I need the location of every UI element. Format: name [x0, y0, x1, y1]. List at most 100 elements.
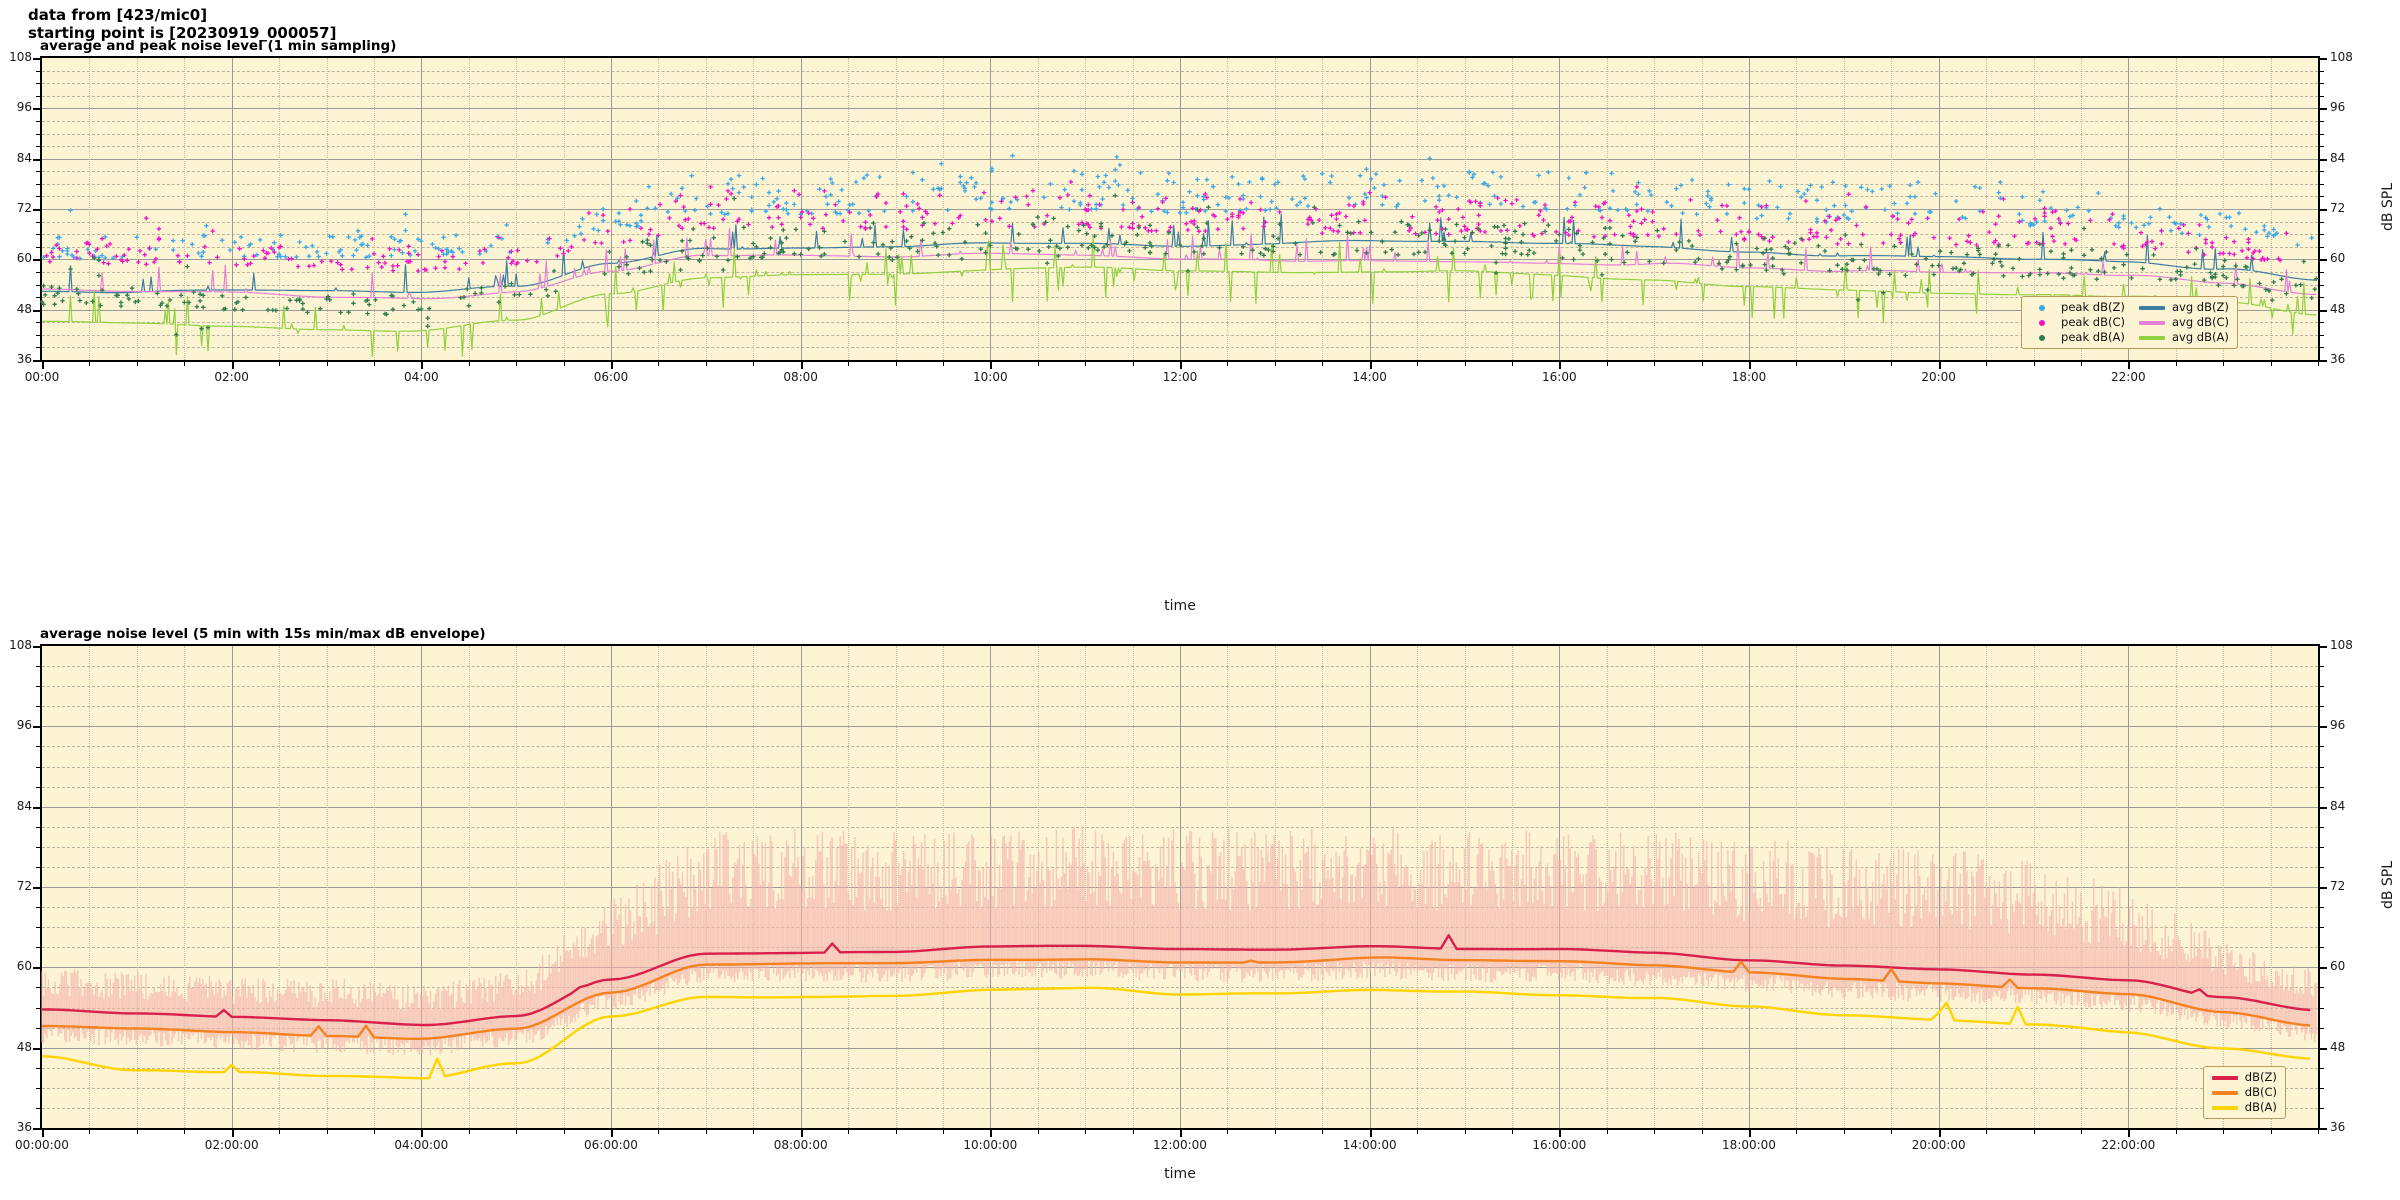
y-axis-tickmark-minor: [36, 196, 40, 197]
legend-item[interactable]: avg dB(A): [2138, 331, 2229, 344]
x-axis-tickmark-minor: [1417, 1130, 1418, 1134]
y-axis-tickmark-minor: [36, 96, 40, 97]
legend-item[interactable]: peak dB(C): [2030, 316, 2125, 329]
x-axis-tickmark: [232, 1130, 234, 1137]
x-axis-tickmark-minor: [374, 362, 375, 366]
x-axis-tickmark-minor: [469, 1130, 470, 1134]
x-axis-tickmark-minor: [1796, 1130, 1797, 1134]
legend-dot-icon: [2039, 319, 2046, 326]
x-axis-tick-label: 00:00: [24, 370, 60, 384]
y-axis-tickmark-minor: [2320, 1008, 2324, 1009]
y-axis-tick-label-right: 72: [2330, 879, 2346, 893]
x-axis-tickmark-minor: [279, 1130, 280, 1134]
y-axis-tickmark-minor: [36, 746, 40, 747]
x-axis-tickmark-minor: [184, 1130, 185, 1134]
header-line-starting-point: starting point is [20230919_000057]: [28, 24, 337, 42]
x-axis-tickmark-minor: [564, 1130, 565, 1134]
x-axis-tickmark-minor: [1417, 362, 1418, 366]
x-axis-tickmark: [801, 1130, 803, 1137]
x-axis-tickmark-minor: [1796, 362, 1797, 366]
x-axis-tick-label: 00:00:00: [15, 1138, 69, 1152]
y-axis-tickmark-minor: [36, 1008, 40, 1009]
legend-item[interactable]: peak dB(Z): [2030, 301, 2125, 314]
y-axis-tickmark-minor: [36, 146, 40, 147]
legend-label: peak dB(C): [2061, 315, 2125, 329]
legend-line-icon: [2138, 320, 2165, 325]
legend-item[interactable]: dB(A): [2211, 1101, 2277, 1114]
y-axis-tickmark-minor: [2320, 146, 2324, 147]
y-axis-tick-label: 72: [16, 879, 32, 893]
legend-item[interactable]: peak dB(A): [2030, 331, 2125, 344]
legend-line-icon: [2138, 305, 2165, 310]
y-axis-tickmark: [33, 726, 40, 728]
y-axis-tickmark-minor: [2320, 686, 2324, 687]
y-axis-tick-label: 72: [16, 201, 32, 215]
y-axis-tick-label: 108: [9, 50, 32, 64]
y-axis-tickmark: [2320, 646, 2327, 648]
y-axis-tick-label: 60: [16, 251, 32, 266]
x-axis-tickmark-minor: [137, 362, 138, 366]
y-axis-tickmark-minor: [2320, 666, 2324, 667]
series-canvas: [41, 826, 2318, 1080]
x-axis-tickmark-minor: [1702, 362, 1703, 366]
x-axis-tickmark-minor: [2318, 1130, 2319, 1134]
y-axis-tickmark-minor: [36, 947, 40, 948]
legend-item[interactable]: dB(Z): [2211, 1071, 2277, 1084]
x-axis-tickmark-minor: [327, 1130, 328, 1134]
y-axis-tickmark-minor: [2320, 987, 2324, 988]
x-axis-tickmark: [421, 1130, 423, 1137]
legend-item[interactable]: avg dB(Z): [2138, 301, 2229, 314]
x-axis-tickmark-minor: [753, 362, 754, 366]
legend-item[interactable]: avg dB(C): [2138, 316, 2229, 329]
x-axis-tick-label: 08:00:00: [773, 1138, 828, 1152]
y-axis-tickmark: [2320, 310, 2327, 312]
y-axis-tickmark: [33, 209, 40, 211]
x-axis-tickmark-minor: [1607, 1130, 1608, 1134]
x-axis-tickmark-minor: [2318, 362, 2319, 366]
y-axis-tick-label: 36: [16, 352, 32, 366]
y-axis-tick-label-right: 60: [2330, 251, 2346, 266]
y-axis-tickmark-minor: [36, 907, 40, 908]
x-axis-tickmark-minor: [1133, 362, 1134, 366]
y-axis-tickmark-minor: [2320, 83, 2324, 84]
y-axis-tickmark-minor: [36, 347, 40, 348]
x-axis-tickmark-minor: [896, 1130, 897, 1134]
x-axis-tick-label: 16:00:00: [1532, 1138, 1587, 1152]
x-axis-tickmark-minor: [1133, 1130, 1134, 1134]
y-axis-tickmark-minor: [36, 184, 40, 185]
x-axis-tickmark-minor: [1465, 1130, 1466, 1134]
x-axis-tickmark-minor: [184, 362, 185, 366]
y-axis-tickmark-minor: [36, 322, 40, 323]
y-axis-tickmark-minor: [36, 767, 40, 768]
y-axis-tickmark-minor: [2320, 907, 2324, 908]
x-axis-tickmark-minor: [2176, 1130, 2177, 1134]
x-axis-tickmark-minor: [1275, 362, 1276, 366]
x-axis-tickmark-minor: [1986, 1130, 1987, 1134]
y-axis-tickmark-minor: [2320, 867, 2324, 868]
x-axis-tick-label: 06:00: [593, 370, 629, 384]
y-axis-tickmark-minor: [36, 297, 40, 298]
y-axis-tickmark: [2320, 209, 2327, 211]
y-axis-tickmark-minor: [2320, 121, 2324, 122]
y-axis-tick-label-right: 36: [2330, 352, 2346, 366]
y-axis-tickmark-minor: [2320, 847, 2324, 848]
x-axis-tickmark-minor: [706, 362, 707, 366]
legend-line-icon: [2211, 1090, 2238, 1095]
x-axis-tickmark: [2128, 1130, 2130, 1137]
x-axis-tickmark: [1370, 1130, 1372, 1137]
y-axis-tickmark: [2320, 1128, 2327, 1130]
y-axis-tick-label-right: 72: [2330, 201, 2346, 215]
y-axis-tickmark: [2320, 1048, 2327, 1050]
y-axis-tickmark: [33, 159, 40, 161]
chart-title: average noise level (5 min with 15s min/…: [40, 626, 486, 642]
y-axis-tick-label: 60: [16, 959, 32, 974]
y-axis-tickmark: [33, 807, 40, 809]
x-axis-tickmark-minor: [943, 362, 944, 366]
y-axis-tickmark-minor: [2320, 1088, 2324, 1089]
legend-item[interactable]: dB(C): [2211, 1086, 2277, 1099]
y-axis-tickmark-minor: [2320, 322, 2324, 323]
y-axis-tick-label-right: 108: [2330, 50, 2353, 64]
x-axis-tickmark-minor: [1322, 1130, 1323, 1134]
y-axis-tickmark-minor: [2320, 1028, 2324, 1029]
